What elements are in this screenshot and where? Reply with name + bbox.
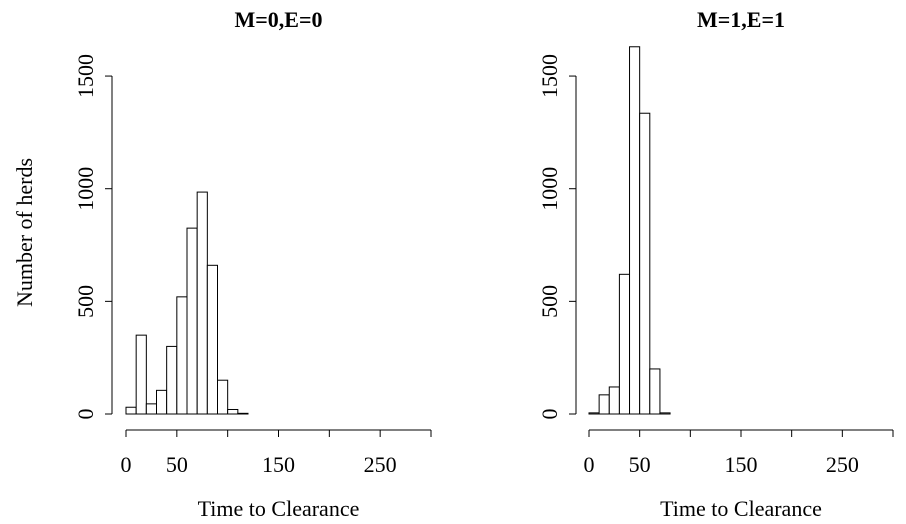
- y-tick-label: 500: [537, 285, 562, 318]
- bar: [125, 406, 137, 415]
- bar: [156, 389, 168, 415]
- x-tick-label: 250: [826, 452, 859, 477]
- bar: [237, 412, 249, 415]
- bar: [588, 412, 600, 415]
- bar: [206, 264, 218, 415]
- x-axis-label: Time to Clearance: [660, 496, 822, 521]
- bar: [217, 379, 229, 415]
- bar: [598, 394, 610, 415]
- y-axis-label: Number of herds: [12, 158, 37, 307]
- y-tick-label: 1500: [73, 54, 98, 98]
- bar: [608, 386, 620, 415]
- x-tick-label: 250: [364, 452, 397, 477]
- bar: [649, 368, 661, 415]
- bar: [618, 273, 631, 415]
- bar: [629, 46, 641, 415]
- x-tick-label: 0: [121, 452, 132, 477]
- bar: [176, 296, 188, 415]
- bar: [227, 408, 239, 415]
- bar: [186, 227, 198, 415]
- chart-title: M=1,E=1: [697, 7, 785, 32]
- bar: [659, 412, 671, 415]
- x-axis-label: Time to Clearance: [198, 496, 360, 521]
- y-tick-label: 0: [73, 409, 98, 420]
- y-tick-label: 1500: [537, 54, 562, 98]
- chart-title: M=0,E=0: [234, 7, 322, 32]
- x-tick-label: 0: [584, 452, 595, 477]
- x-tick-label: 150: [262, 452, 295, 477]
- y-tick-label: 0: [537, 409, 562, 420]
- y-tick-label: 1000: [537, 167, 562, 211]
- y-tick-label: 500: [73, 285, 98, 318]
- bar: [145, 403, 157, 415]
- x-tick-label: 150: [725, 452, 758, 477]
- bar: [135, 334, 147, 415]
- bar: [166, 345, 178, 415]
- x-tick-label: 50: [166, 452, 188, 477]
- bar: [196, 191, 208, 415]
- y-tick-label: 1000: [73, 167, 98, 211]
- bar: [639, 112, 651, 415]
- x-tick-label: 50: [629, 452, 651, 477]
